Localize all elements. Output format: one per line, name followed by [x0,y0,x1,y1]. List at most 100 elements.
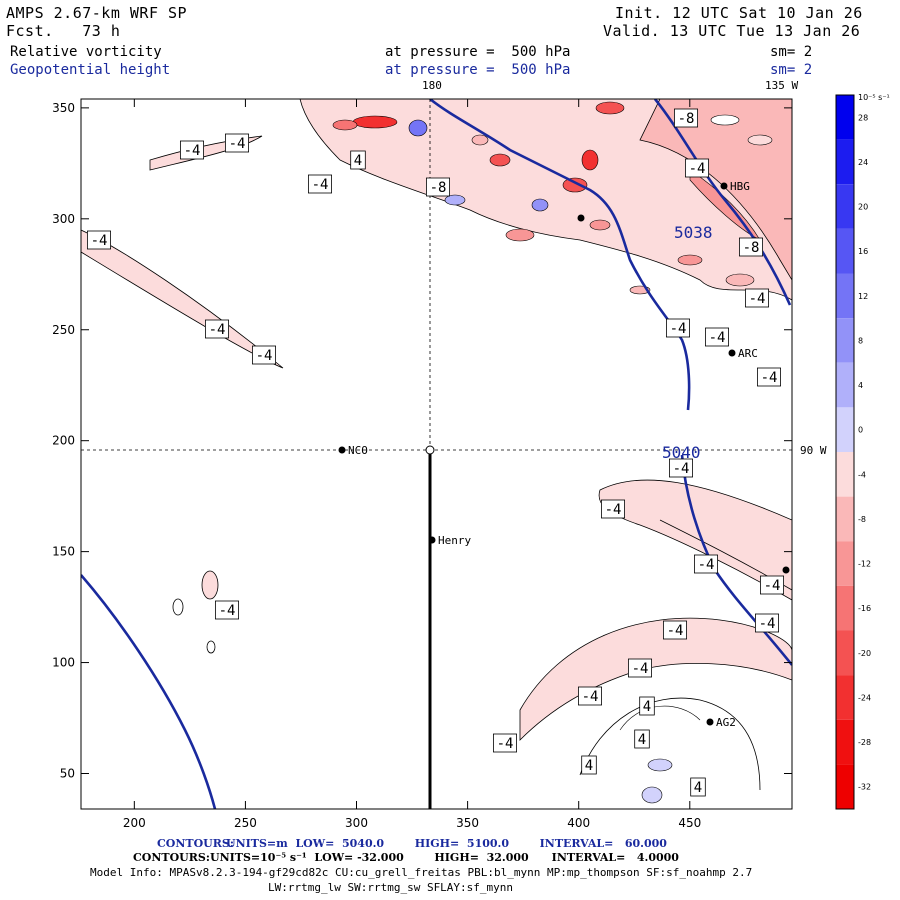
contour-label-box [492,733,517,753]
contour-label-box [601,499,626,519]
lon-label-135w: 135 W [765,79,799,92]
contour-label: 4 [643,699,651,715]
contour-label: -4 [670,321,687,337]
forecast-hour: Fcst. 73 h [6,22,121,40]
contour-label-box [214,600,239,620]
height-contour-5038 [429,99,691,411]
contour-label-box [705,327,730,347]
station-marker-henry [428,536,436,544]
colorbar-segment [836,362,854,408]
contour-label: -4 [209,322,226,338]
vorticity-blob-small [172,598,184,616]
colorbar-label: -8 [858,515,866,524]
contour-label-box [669,458,694,478]
station-label-nco: NCO [348,444,368,457]
contour-label: -8 [678,111,695,127]
x-axis: 200 250 300 350 400 450 [123,99,701,830]
contour-label: -8 [430,180,447,196]
x-tick-label: 400 [567,816,590,830]
y-tick-label: 350 [52,101,75,115]
station-label-arc: ARC [738,347,758,360]
colorbar-segment [836,95,854,140]
contour-label-box [578,686,603,706]
colorbar-label: -28 [858,738,871,747]
x-tick-label: 300 [345,816,368,830]
y-axis: 350 300 250 200 150 100 50 [52,101,792,781]
colorbar-segment [836,228,854,274]
contour-label-box [666,318,691,338]
contour-label: 4 [585,758,593,774]
colorbar-label: -12 [858,560,871,569]
colorbar-label: 4 [858,381,863,390]
colorbar-label: 0 [858,426,863,435]
y-tick-label: 250 [52,323,75,337]
contour-label-box [251,345,276,365]
contour-label: -4 [229,136,246,152]
contour-label: -4 [256,348,273,364]
colorbar-segment [836,630,854,676]
contour-label: -4 [673,461,690,477]
model-title: AMPS 2.67-km WRF SP [6,4,188,22]
colorbar-label: -16 [858,604,871,613]
y-tick-label: 300 [52,212,75,226]
station-marker [577,214,585,222]
contour-label-box [694,554,719,574]
field2-name: Geopotential height [10,62,171,78]
contour-label-box [425,177,450,197]
contour-label: -4 [184,143,201,159]
contour-label: -4 [91,233,108,249]
pole-marker [425,445,435,455]
colorbar-segment [836,184,854,229]
contours-vorticity-info: UNITS=10⁻⁵ s⁻¹ LOW= -32.000 HIGH= 32.000… [210,851,679,864]
colorbar-label: 20 [858,203,868,212]
negative-vorticity-band-se2 [519,617,792,741]
colorbar-segment [836,675,854,720]
contour-label-box [224,133,249,153]
contour-labels: -4 -4 -4 4 -8 -4 -4 -4 -8 -4 -8 -4 -4 -4 -4 -4 -4 -4 -4 -4 -… [87,108,785,797]
x-tick-label: 250 [234,816,257,830]
contour-label-box [628,658,653,678]
station-marker [782,566,790,574]
colorbar-label: 24 [858,158,868,167]
negative-vorticity-band-west [81,229,284,369]
colorbar-segment [836,719,854,765]
contour-label-box [757,367,782,387]
contours-prefix-2: CONTOURS: [133,851,210,864]
colorbar-segment [836,407,854,452]
y-tick-label: 100 [52,656,75,670]
station-label-ag2: AG2 [716,716,736,729]
contour-label-box [685,158,710,178]
colorbar-segment [836,496,854,542]
lat-label-90w: 90 W [800,444,827,457]
colorbar-segment [836,452,854,497]
colorbar-segment [836,139,854,185]
contour-label: 4 [638,732,646,748]
contour-label-box [674,108,699,128]
y-tick-label: 150 [52,545,75,559]
contour-label: -4 [749,291,766,307]
colorbar-segment [836,585,854,631]
contour-label-box [634,729,650,749]
colorbar: 28 24 20 16 12 8 4 0 -4 -8 -12 -16 -20 -24 -28 -32 [835,94,871,810]
field2-level: at pressure = 500 hPa [385,62,571,78]
contour-label: 4 [694,780,702,796]
contour-label: -4 [761,370,778,386]
contour-label: 4 [354,153,362,169]
height-label-5040: 5040 [662,443,701,462]
contour-label: -4 [582,689,599,705]
contour-label-box [87,230,112,250]
colorbar-units: 10⁻⁵ s⁻¹ [858,93,890,102]
contour-label: -4 [689,161,706,177]
valid-time: Valid. 13 UTC Tue 13 Jan 26 [603,22,861,40]
vorticity-blob-small-2 [206,640,216,654]
negative-vorticity-blob [201,570,219,600]
contour-label: -4 [312,177,329,193]
colorbar-label: 16 [858,247,868,256]
height-label-5038: 5038 [674,223,713,242]
field1-smoothing: sm= 2 [770,44,813,60]
contour-label-box [663,620,688,640]
colorbar-segment [836,764,854,809]
contour-label-box [179,140,204,160]
colorbar-segment [836,541,854,586]
contour-label-box [307,174,332,194]
